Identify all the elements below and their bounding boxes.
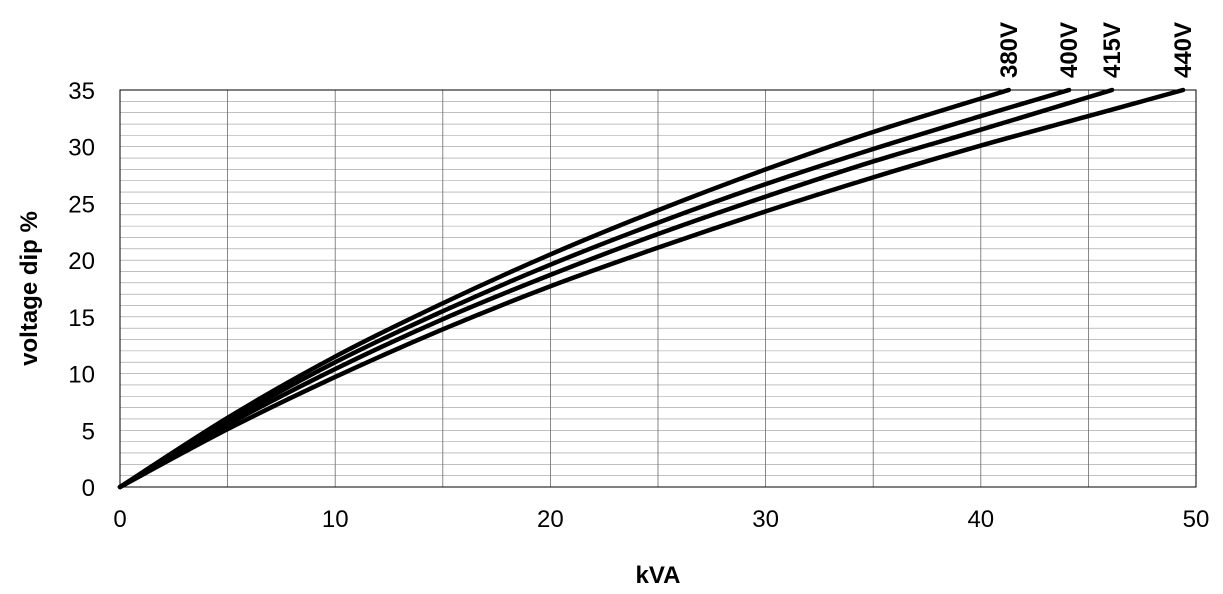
- y-tick-label: 25: [68, 191, 95, 218]
- series-lines: [117, 87, 1186, 490]
- y-tick-label: 15: [68, 305, 95, 332]
- x-tick-label: 50: [1183, 506, 1210, 533]
- series-line-380V: [117, 87, 1012, 490]
- y-tick-label: 20: [68, 248, 95, 275]
- x-tick-label: 20: [537, 506, 564, 533]
- x-axis-title: kVA: [636, 562, 681, 589]
- series-label-440V: 440V: [1170, 22, 1197, 78]
- series-line-440V: [117, 87, 1186, 490]
- series-label-415V: 415V: [1099, 22, 1126, 78]
- series-label-400V: 400V: [1056, 22, 1083, 78]
- y-tick-label: 30: [68, 135, 95, 162]
- y-tick-label: 10: [68, 362, 95, 389]
- series-line-400V: [117, 87, 1072, 490]
- series-line-415V: [117, 87, 1115, 490]
- y-tick-label: 0: [82, 475, 95, 502]
- x-axis-tick-labels: 0 10 20 30 40 50: [113, 506, 1209, 533]
- x-tick-label: 40: [967, 506, 994, 533]
- y-tick-label: 35: [68, 78, 95, 105]
- y-tick-label: 5: [82, 418, 95, 445]
- x-tick-label: 10: [322, 506, 349, 533]
- y-axis-title: voltage dip %: [16, 211, 43, 366]
- plot-area-border: [119, 89, 1197, 488]
- series-labels: 380V 400V 415V 440V: [996, 22, 1197, 78]
- x-tick-label: 0: [113, 506, 126, 533]
- y-axis-tick-labels: 0 5 10 15 20 25 30 35: [68, 78, 95, 502]
- grid: [119, 89, 1197, 488]
- x-tick-label: 30: [752, 506, 779, 533]
- series-label-380V: 380V: [996, 22, 1023, 78]
